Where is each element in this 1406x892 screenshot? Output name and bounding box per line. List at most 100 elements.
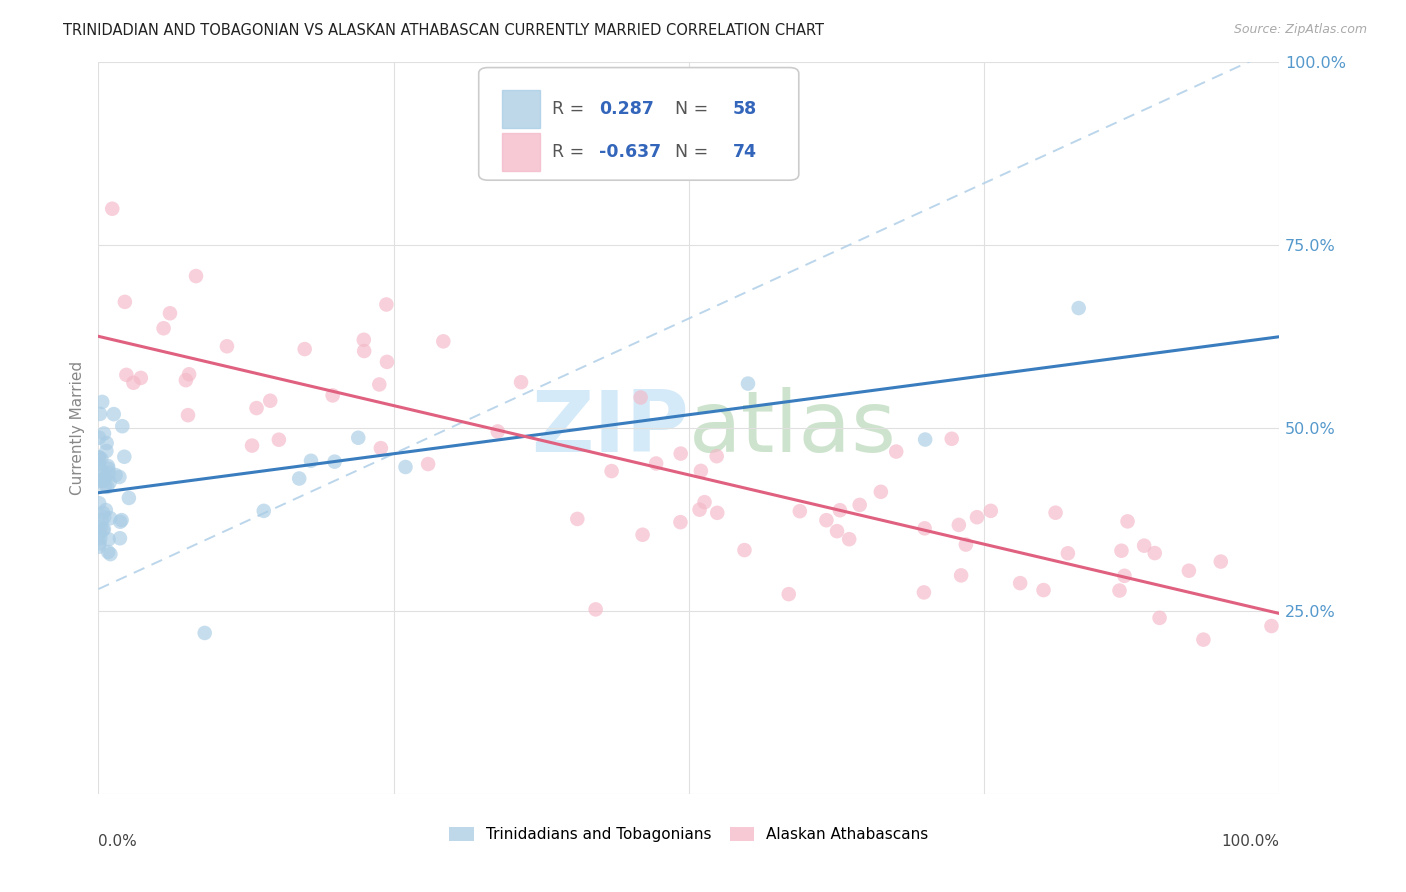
Text: 0.287: 0.287 — [599, 100, 654, 118]
Point — [669, 447, 692, 461]
Text: ZIP: ZIP — [531, 386, 689, 470]
Point — [89, 431, 111, 445]
Text: atlas: atlas — [689, 386, 897, 470]
Point — [91, 506, 114, 520]
Point — [1111, 543, 1133, 558]
Point — [114, 294, 136, 309]
Point — [98, 466, 121, 480]
Point — [567, 512, 589, 526]
Point — [693, 495, 716, 509]
Point — [690, 464, 713, 478]
Legend: Trinidadians and Tobagonians, Alaskan Athabascans: Trinidadians and Tobagonians, Alaskan At… — [443, 821, 935, 848]
Bar — [502, 134, 540, 171]
Point — [347, 431, 370, 445]
Point — [288, 471, 311, 485]
Point — [91, 523, 114, 537]
Point — [1149, 611, 1171, 625]
Point — [370, 441, 392, 455]
Point — [950, 568, 973, 582]
Point — [1045, 506, 1067, 520]
Point — [353, 333, 375, 347]
Text: -0.637: -0.637 — [599, 144, 661, 161]
Point — [177, 408, 200, 422]
Point — [1192, 632, 1215, 647]
Point — [215, 339, 238, 353]
Point — [848, 498, 870, 512]
Point — [706, 449, 728, 463]
Point — [90, 474, 112, 488]
Point — [89, 531, 111, 545]
Text: 74: 74 — [733, 144, 756, 161]
Point — [253, 504, 276, 518]
Point — [152, 321, 174, 335]
Point — [838, 532, 860, 546]
Point — [98, 511, 121, 525]
Point — [416, 457, 439, 471]
Point — [828, 503, 851, 517]
Point — [240, 439, 263, 453]
Point — [96, 436, 118, 450]
Point — [94, 471, 117, 485]
Point — [111, 419, 134, 434]
Point — [94, 479, 117, 493]
Text: 100.0%: 100.0% — [1222, 834, 1279, 849]
Point — [706, 506, 728, 520]
Point — [912, 585, 935, 599]
Point — [94, 503, 117, 517]
Point — [645, 457, 668, 471]
Point — [1032, 583, 1054, 598]
Point — [884, 444, 907, 458]
Point — [97, 533, 120, 547]
Point — [259, 393, 281, 408]
Point — [112, 450, 135, 464]
Point — [299, 454, 322, 468]
Point — [90, 451, 112, 466]
Point — [174, 373, 197, 387]
Point — [294, 342, 316, 356]
Point — [87, 450, 110, 465]
Point — [98, 475, 121, 489]
Point — [966, 510, 988, 524]
Point — [159, 306, 181, 320]
Point — [1178, 564, 1201, 578]
Point — [631, 527, 654, 541]
Point — [87, 540, 110, 554]
Point — [1057, 546, 1080, 560]
Point — [630, 391, 652, 405]
Point — [394, 460, 416, 475]
Point — [600, 464, 623, 478]
Point — [91, 395, 114, 409]
Point — [980, 504, 1002, 518]
Point — [110, 513, 132, 527]
Point — [1143, 546, 1166, 560]
Point — [108, 470, 131, 484]
Point — [669, 515, 692, 529]
Point — [103, 407, 125, 421]
Point — [93, 510, 115, 524]
Point — [375, 297, 398, 311]
Point — [100, 547, 122, 561]
Point — [108, 515, 131, 529]
Point — [90, 464, 112, 478]
Point — [941, 432, 963, 446]
Y-axis label: Currently Married: Currently Married — [70, 361, 86, 495]
Point — [184, 268, 207, 283]
Point — [510, 375, 533, 389]
Point — [245, 401, 267, 415]
Text: Source: ZipAtlas.com: Source: ZipAtlas.com — [1233, 23, 1367, 37]
Text: 58: 58 — [733, 100, 756, 118]
Point — [90, 520, 112, 534]
Point — [778, 587, 800, 601]
Point — [323, 455, 346, 469]
Point — [97, 461, 120, 475]
Point — [93, 473, 115, 487]
Point — [914, 521, 936, 535]
Point — [737, 376, 759, 391]
Point — [194, 626, 217, 640]
Point — [1209, 555, 1232, 569]
Point — [87, 450, 110, 465]
Text: N =: N = — [664, 100, 714, 118]
Point — [115, 368, 138, 382]
Point — [1133, 539, 1156, 553]
Point — [89, 525, 111, 540]
